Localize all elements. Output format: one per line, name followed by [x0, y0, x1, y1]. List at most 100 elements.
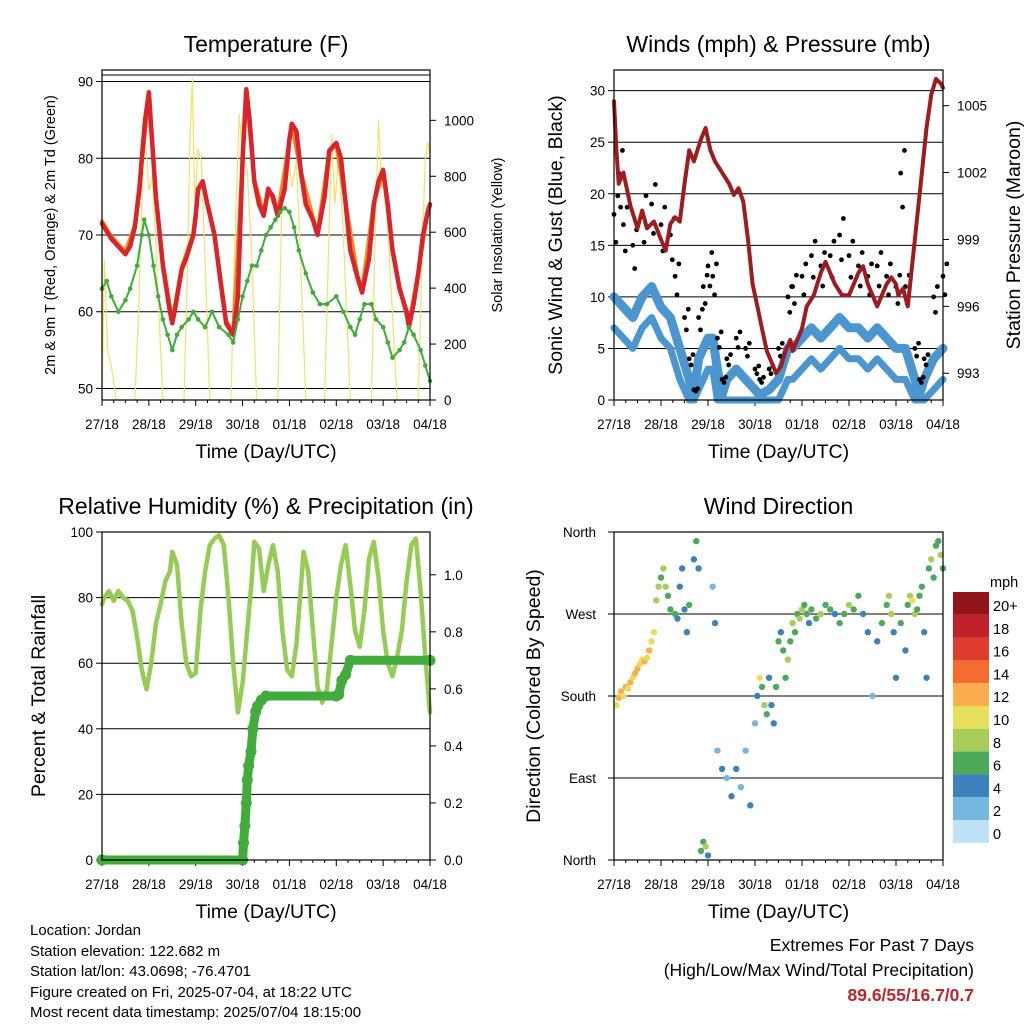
colorbar-label: 18: [993, 622, 1009, 638]
gust-point: [942, 292, 948, 298]
direction-point: [662, 583, 669, 590]
gust-point: [745, 353, 750, 359]
y-tick-label: West: [565, 607, 596, 622]
y2-tick-label: 0.8: [444, 625, 463, 640]
gust-point: [766, 366, 772, 372]
colorbar-swatch: [953, 614, 989, 638]
y2-tick-label: 200: [444, 337, 467, 352]
gust-point: [812, 238, 818, 244]
direction-point: [690, 556, 698, 563]
direction-point: [897, 619, 904, 627]
direction-point: [758, 683, 766, 691]
y2-tick-label: 999: [957, 232, 980, 247]
gust-point: [699, 306, 705, 312]
x-tick-label: 27/18: [597, 877, 631, 892]
y-tick-label: 50: [78, 381, 93, 396]
rainfall-point: [340, 669, 352, 681]
colorbar-label: 4: [993, 781, 1001, 797]
solar-insolation-line: [101, 77, 431, 401]
colorbar-swatch: [953, 637, 989, 661]
direction-point: [674, 615, 681, 622]
y-tick-label: 40: [78, 722, 93, 737]
x-tick-label: 02/18: [319, 877, 353, 892]
extremes-subtitle: (High/Low/Max Wind/Total Precipitation): [663, 960, 974, 980]
gust-point: [921, 356, 927, 362]
gust-point: [658, 222, 664, 228]
direction-point: [643, 654, 651, 661]
y-tick-label: 10: [590, 290, 605, 305]
direction-point: [796, 615, 803, 622]
y-tick-label: 80: [78, 151, 93, 166]
gust-point: [787, 309, 793, 315]
gust-point: [704, 272, 710, 278]
y-tick-label: 5: [597, 341, 605, 356]
y-tick-label: East: [569, 771, 596, 786]
gust-point: [803, 261, 809, 267]
gust-point: [779, 340, 785, 346]
x-tick-label: 30/18: [738, 417, 772, 432]
gust-point: [632, 266, 638, 271]
direction-point: [812, 615, 820, 622]
gust-point: [809, 253, 814, 259]
direction-point: [916, 592, 923, 599]
rainfall-point: [260, 690, 272, 702]
direction-point: [718, 765, 726, 773]
rainfall-point: [333, 689, 345, 701]
x-tick-label: 04/18: [926, 877, 960, 892]
y-tick-label: 60: [78, 656, 93, 671]
gust-point: [723, 374, 729, 380]
direction-point: [787, 638, 794, 645]
x-tick-label: 03/18: [366, 417, 400, 432]
gust-point: [768, 371, 774, 377]
x-tick-label: 02/18: [832, 877, 866, 892]
colorbar-swatch: [953, 706, 989, 729]
gust-point: [810, 274, 816, 280]
y-tick-label: 90: [78, 75, 93, 90]
panel-title: Relative Humidity (%) & Precipitation (i…: [58, 493, 473, 519]
gust-point: [674, 292, 680, 298]
y-tick-label: 30: [590, 84, 605, 99]
gust-point: [743, 346, 748, 351]
gust-point: [710, 273, 716, 279]
y-tick-label: 80: [78, 591, 93, 606]
direction-point: [751, 720, 759, 727]
plot-frame: [101, 531, 431, 861]
gust-point: [887, 261, 893, 267]
gust-point: [662, 204, 668, 210]
direction-point: [885, 592, 893, 599]
x-tick-label: 27/18: [85, 417, 119, 432]
gust-point: [799, 273, 805, 279]
direction-point: [648, 638, 655, 645]
sonic-wind-band-low: [610, 314, 947, 404]
gust-point: [848, 274, 854, 280]
wind-direction-panel: Wind Direction Time (Day/UTC) 27/18 28/18 29…: [523, 493, 960, 923]
direction-point: [777, 629, 785, 636]
y2-tick-label: 0.4: [444, 739, 463, 754]
gust-point: [752, 366, 758, 372]
y-tick-label: 20: [78, 787, 93, 802]
rainfall-point: [247, 723, 259, 735]
direction-point: [772, 683, 780, 691]
x-tick-label: 01/18: [273, 417, 307, 432]
gust-point: [705, 263, 711, 269]
gust-point: [685, 306, 691, 312]
gust-point: [669, 257, 675, 263]
x-tick-label: 01/18: [273, 877, 307, 892]
gust-point: [622, 248, 628, 254]
data-timestamp: Most recent data timestamp: 2025/07/04 1…: [30, 1004, 362, 1021]
extremes-box: Extremes For Past 7 Days (High/Low/Max W…: [664, 933, 974, 1008]
gust-point: [682, 315, 687, 320]
x-tick-label: 28/18: [132, 877, 166, 892]
direction-point: [805, 619, 813, 627]
direction-point: [775, 638, 782, 645]
y-axis-label: 2m & 9m T (Red, Orange) & 2m Td (Green): [43, 95, 59, 375]
y2-tick-label: 1000: [444, 113, 474, 128]
plot-frame: [613, 531, 944, 861]
direction-point: [657, 574, 665, 581]
gust-point: [792, 301, 797, 306]
y-tick-label: 20: [590, 187, 605, 202]
extremes-values: 89.6/55/16.7/0.7: [847, 985, 975, 1005]
relative-humidity-line: [99, 533, 433, 715]
total-rainfall-line: [97, 655, 435, 865]
direction-point: [613, 701, 620, 709]
